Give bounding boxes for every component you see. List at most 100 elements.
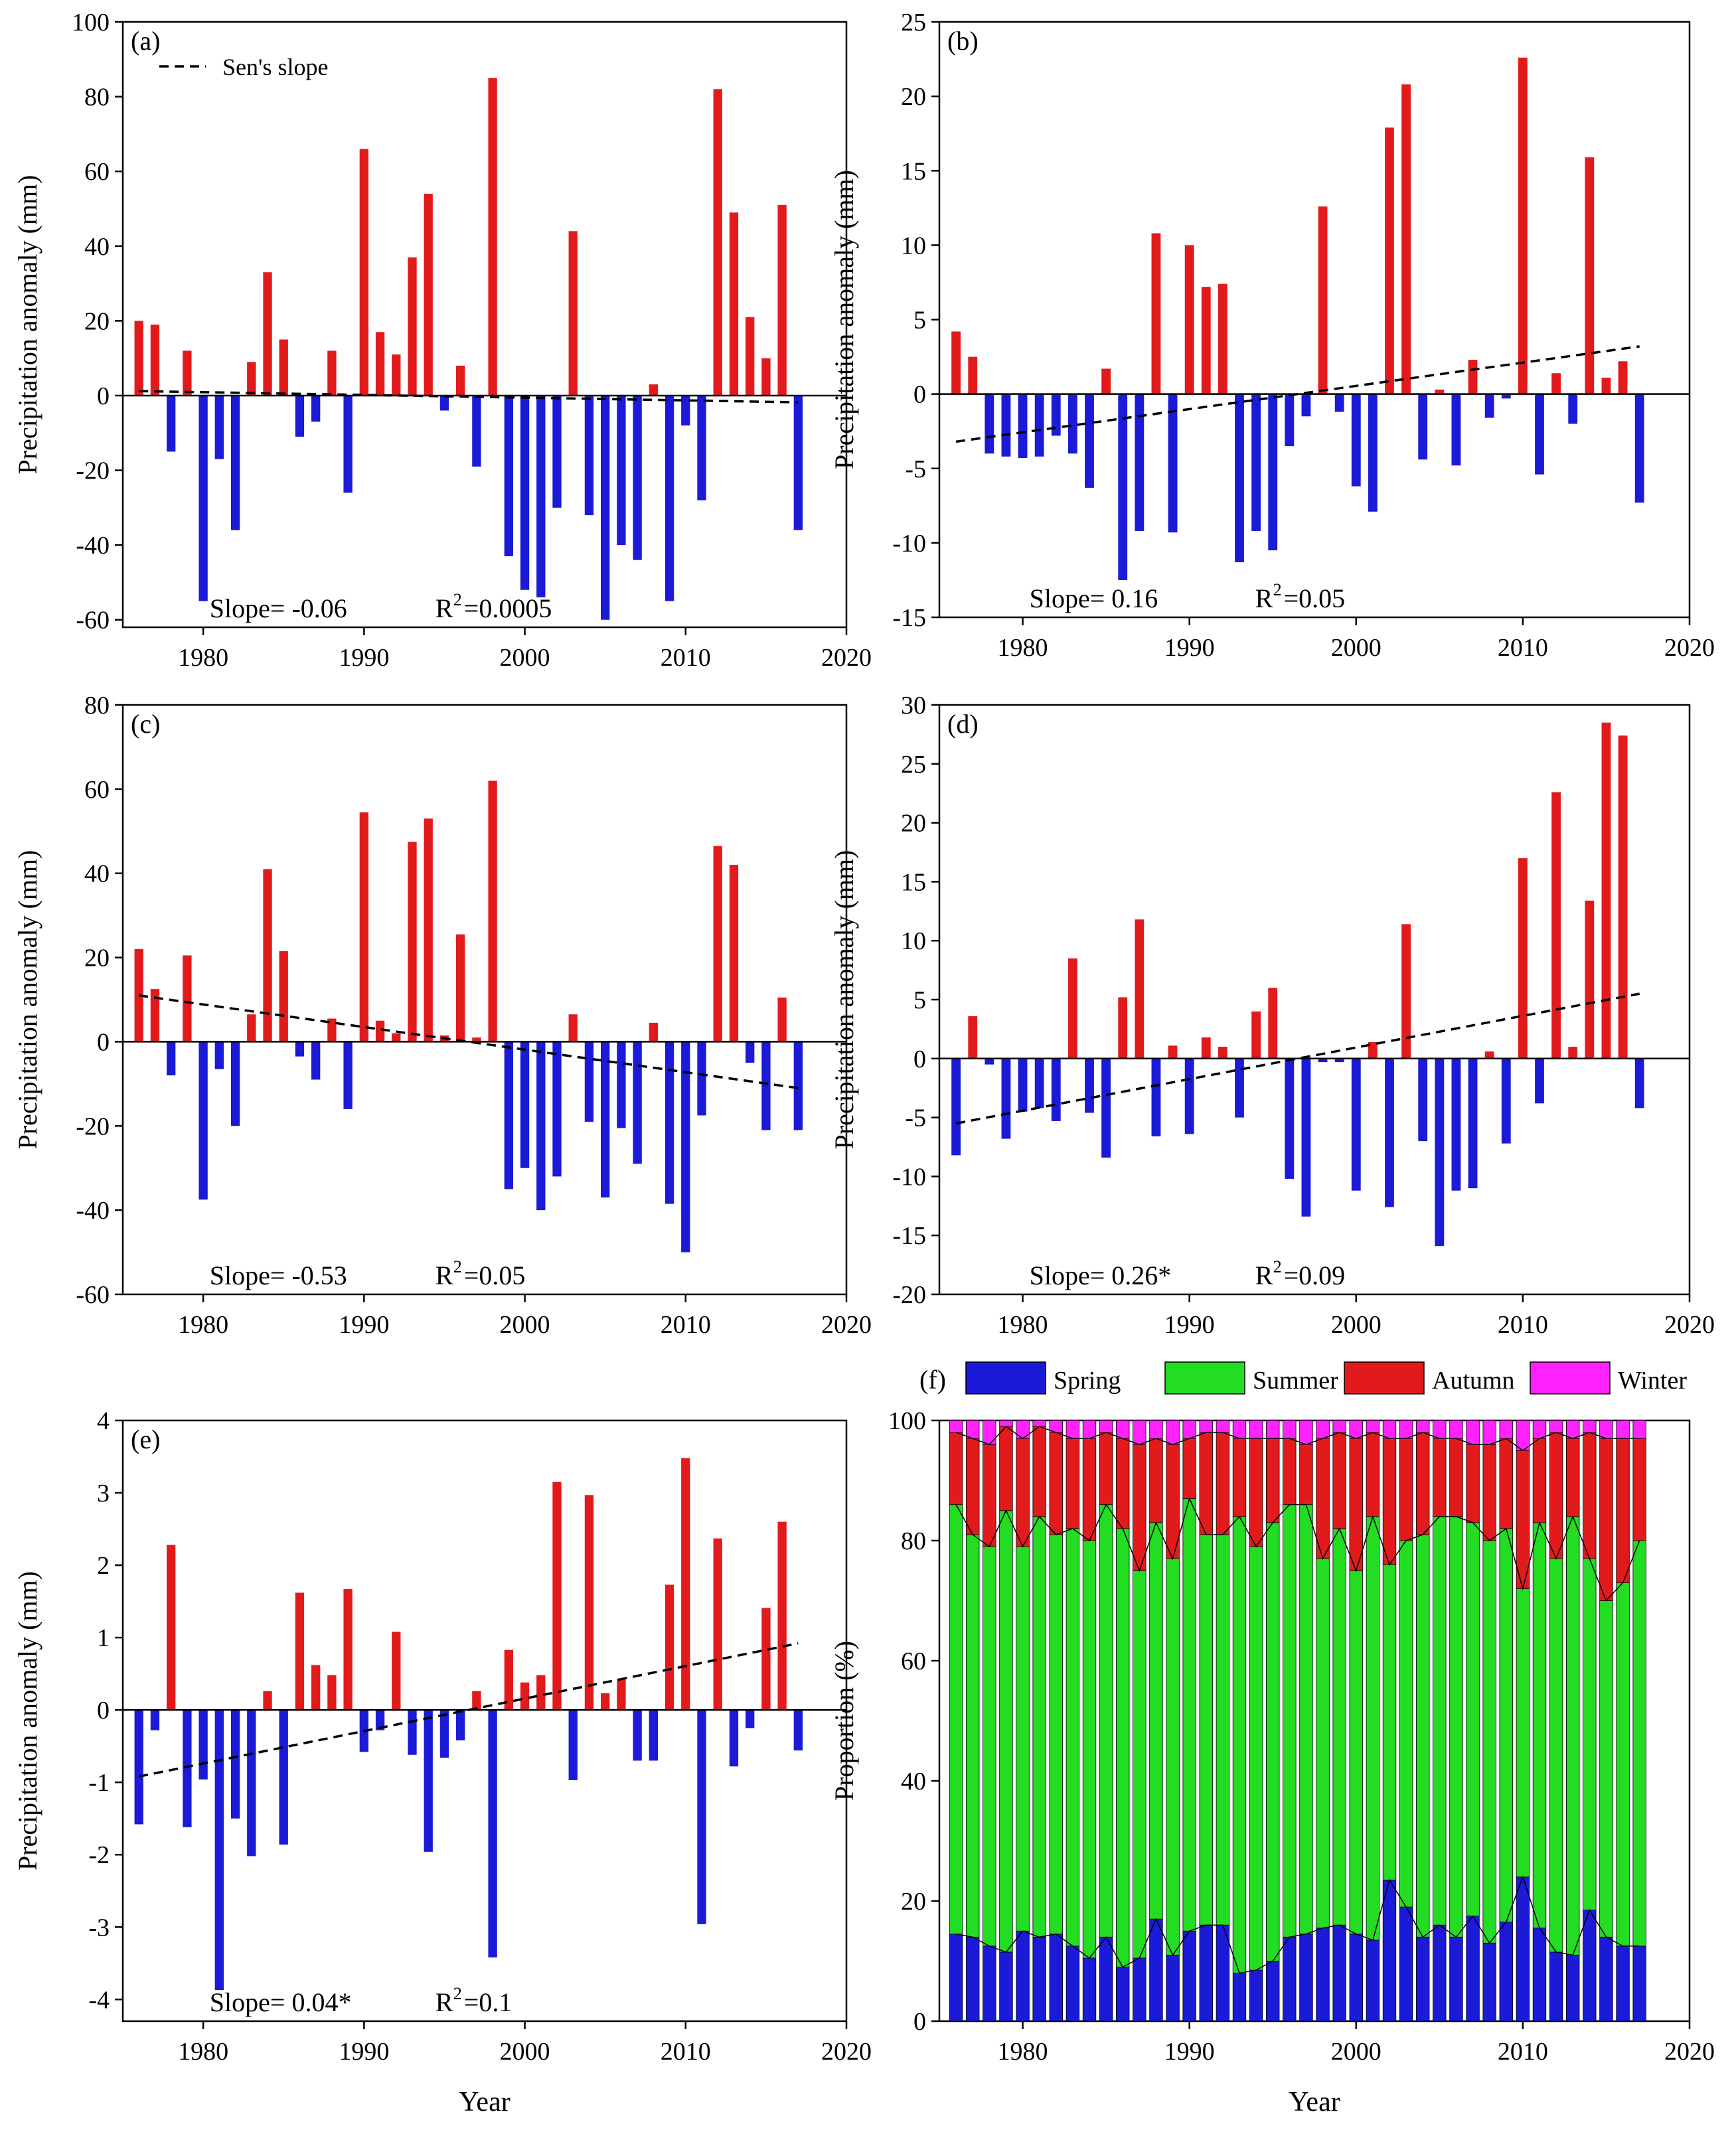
bar-winter — [1466, 1420, 1480, 1445]
bar-autumn — [1266, 1438, 1280, 1523]
bar-spring — [1299, 1934, 1313, 2022]
y-tick-label: -5 — [905, 455, 926, 483]
x-tick-label: 1990 — [1164, 634, 1215, 662]
bar-spring — [1316, 1928, 1330, 2022]
bar — [295, 1041, 305, 1057]
bar — [1401, 84, 1411, 394]
bar-summer — [1449, 1516, 1463, 1938]
x-tick-label: 2010 — [661, 2038, 711, 2066]
bar — [633, 1041, 642, 1164]
bar-spring — [1349, 1934, 1363, 2022]
bar — [439, 395, 449, 411]
bar-autumn — [1049, 1432, 1063, 1535]
bar — [263, 869, 272, 1042]
bar — [1268, 394, 1278, 551]
x-tick-label: 2000 — [1331, 634, 1381, 662]
bar-spring — [966, 1936, 980, 2022]
bar — [1085, 1058, 1094, 1113]
y-tick-label: 60 — [84, 158, 110, 186]
bar — [1585, 900, 1595, 1059]
bar-winter — [1616, 1420, 1630, 1439]
bar — [777, 204, 787, 396]
y-tick-label: -15 — [892, 1222, 926, 1250]
bar — [1218, 1047, 1227, 1059]
r2-value: =0.1 — [464, 1987, 513, 2017]
chart-panel-4: 30 25 20 15 10 5 0 -5 -10 -15 -20 1980 1990 2000 2010 2… — [829, 692, 1715, 1339]
bar — [1568, 394, 1578, 424]
bar — [520, 395, 530, 590]
bar — [375, 332, 385, 396]
bar — [359, 149, 368, 396]
y-axis-label: Precipitation anomaly (mm) — [829, 850, 859, 1150]
y-tick-label: -5 — [905, 1105, 926, 1132]
bar-autumn — [1032, 1426, 1046, 1517]
bar-autumn — [1516, 1450, 1530, 1589]
x-tick-label: 2010 — [661, 644, 711, 672]
bar — [1351, 394, 1361, 487]
x-tick-label: 2020 — [1664, 1311, 1715, 1339]
bar — [504, 1041, 513, 1189]
x-axis-label: Year — [1289, 2087, 1340, 2117]
bar — [472, 1691, 481, 1711]
bar — [1251, 394, 1261, 531]
panel-label: (f) — [919, 1365, 946, 1395]
bar — [230, 395, 240, 530]
bar — [713, 846, 722, 1042]
bar — [761, 358, 771, 396]
bar — [1535, 394, 1544, 475]
bar-summer — [1349, 1570, 1363, 1935]
bar-summer — [1599, 1600, 1613, 1938]
slope-annotation: Slope= 0.04* — [210, 1987, 352, 2017]
y-tick-label: 100 — [72, 9, 110, 37]
bar-summer — [1433, 1516, 1447, 1926]
bar — [1118, 997, 1128, 1059]
bar-summer — [1632, 1540, 1646, 1947]
bar — [1318, 206, 1328, 394]
bar — [198, 1041, 208, 1200]
bar-spring — [1416, 1936, 1430, 2022]
bar-winter — [1632, 1420, 1646, 1439]
bar — [1001, 394, 1011, 457]
bar — [1235, 394, 1244, 563]
bar — [552, 1041, 562, 1177]
bar — [968, 1016, 978, 1059]
y-tick-label: -10 — [892, 530, 926, 558]
bar — [951, 1058, 961, 1156]
bar — [1268, 988, 1278, 1059]
bar-spring — [949, 1934, 963, 2022]
bar — [167, 395, 176, 452]
bar — [424, 818, 433, 1042]
bar-winter — [1482, 1420, 1496, 1445]
bar — [1018, 394, 1028, 459]
bar — [375, 1710, 385, 1730]
bar — [665, 1584, 674, 1711]
bar-spring — [1166, 1955, 1180, 2022]
x-tick-label: 1980 — [178, 2038, 228, 2066]
bar-summer — [1266, 1522, 1280, 1961]
bar-autumn — [1482, 1444, 1496, 1541]
panel-label: (c) — [131, 709, 160, 739]
y-tick-label: -20 — [76, 457, 110, 485]
bar-winter — [1266, 1420, 1280, 1439]
y-tick-label: 20 — [901, 83, 926, 111]
bar-autumn — [1182, 1438, 1196, 1499]
bar-spring — [1499, 1922, 1513, 2022]
bar-summer — [1332, 1528, 1346, 1926]
bar — [1418, 394, 1428, 460]
bar-autumn — [1283, 1438, 1297, 1505]
bar-spring — [1016, 1930, 1030, 2022]
bar-summer — [1532, 1522, 1547, 1929]
bar-autumn — [1433, 1438, 1447, 1517]
bar-winter — [1032, 1420, 1046, 1427]
bar — [601, 1041, 610, 1198]
bar — [456, 934, 465, 1042]
bar — [1401, 924, 1411, 1059]
x-tick-label: 1980 — [178, 644, 228, 672]
panel-label: (e) — [131, 1424, 160, 1454]
r2-value: =0.09 — [1284, 1260, 1346, 1290]
bar — [746, 1710, 755, 1728]
bar-spring — [1116, 1967, 1130, 2022]
bar — [504, 395, 513, 557]
bar — [1451, 394, 1461, 466]
y-tick-label: 4 — [97, 1407, 110, 1435]
